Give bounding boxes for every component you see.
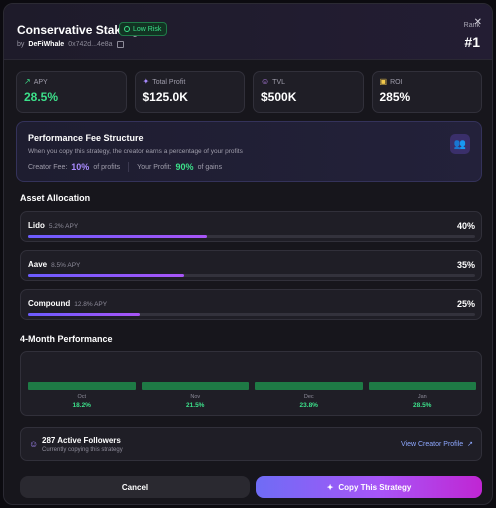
asset-percent: 40% — [456, 221, 475, 231]
rank-value: #1 — [464, 34, 480, 50]
asset-name-text: Compound — [28, 299, 71, 308]
asset-row-lido: Lido 5.2% APY 40% — [20, 211, 482, 242]
by-label: by — [17, 41, 25, 48]
asset-row-aave: Aave 8.5% APY 35% — [20, 250, 482, 281]
performance-panel: Oct 18.2% Nov 21.5% Dec 23.8% Jan 28.5% — [20, 351, 482, 416]
asset-name: Aave 8.5% APY — [28, 260, 80, 269]
your-profit-label: Your Profit: — [137, 163, 172, 171]
fee-structure-panel: Performance Fee Structure When you copy … — [16, 121, 482, 182]
allocation-bar-track — [28, 235, 475, 238]
strategy-modal: Conservative Staking Low Risk by DeFiWha… — [3, 3, 493, 505]
asset-row-compound: Compound 12.8% APY 25% — [20, 289, 482, 320]
followers-panel: ☺ 287 Active Followers Currently copying… — [20, 427, 482, 461]
stat-value: $125.0K — [142, 90, 188, 104]
month-bar — [141, 382, 249, 390]
view-creator-profile-label: View Creator Profile — [401, 440, 464, 448]
your-profit-value: 90% — [175, 162, 194, 172]
sparkle-icon: ✦ — [326, 482, 334, 492]
stat-label: Total Profit — [152, 78, 186, 86]
month-value: 28.5% — [413, 402, 432, 409]
your-profit-suffix: of gains — [197, 163, 223, 171]
shield-icon — [124, 26, 130, 32]
month-list: Oct 18.2% Nov 21.5% Dec 23.8% Jan 28.5% — [28, 382, 476, 409]
stat-value: 28.5% — [24, 90, 59, 104]
month-value: 18.2% — [72, 402, 91, 409]
stat-label: APY — [33, 78, 48, 86]
month-value: 21.5% — [186, 402, 205, 409]
view-creator-profile-link[interactable]: View Creator Profile ↗ — [401, 440, 473, 449]
creator-fee-value: 10% — [71, 162, 90, 172]
asset-percent: 25% — [456, 299, 475, 309]
month-column: Nov 21.5% — [141, 382, 249, 409]
risk-badge: Low Risk — [119, 22, 168, 36]
asset-apy: 12.8% APY — [74, 301, 108, 308]
month-bar — [255, 382, 363, 390]
month-label: Oct — [77, 394, 87, 400]
stat-label: TVL — [272, 78, 286, 86]
calendar-icon: ▣ — [379, 77, 388, 86]
followers-count: 287 Active Followers — [42, 436, 121, 445]
fee-description: When you copy this strategy, the creator… — [28, 148, 243, 155]
cancel-button[interactable]: Cancel — [20, 476, 250, 498]
stats-row: ↗ APY 28.5% ✦ Total Profit $125.0K ☺ TVL $5… — [16, 71, 482, 113]
cancel-button-label: Cancel — [121, 482, 149, 492]
performance-title: 4-Month Performance — [20, 334, 113, 344]
users-icon: 👥 — [450, 134, 470, 154]
fee-row: Creator Fee: 10% of profits Your Profit:… — [28, 162, 222, 172]
month-column: Jan 28.5% — [368, 382, 476, 409]
creator-fee-label: Creator Fee: — [28, 163, 68, 171]
rank-label: Rank — [463, 22, 480, 29]
stat-card-roi: ▣ ROI 285% — [371, 71, 482, 113]
month-label: Jan — [417, 394, 427, 400]
asset-percent: 35% — [456, 260, 475, 270]
risk-badge-label: Low Risk — [133, 25, 162, 33]
month-bar — [28, 382, 136, 390]
month-bar — [368, 382, 476, 390]
author-address: 0x742d...4e8a — [68, 41, 113, 48]
allocation-bar-track — [28, 274, 475, 277]
modal-header: Conservative Staking Low Risk by DeFiWha… — [4, 4, 492, 60]
month-column: Oct 18.2% — [28, 382, 136, 409]
external-link-icon: ↗ — [467, 441, 473, 448]
allocation-bar-fill — [28, 313, 140, 316]
fee-title: Performance Fee Structure — [28, 133, 144, 143]
allocation-bar-fill — [28, 274, 185, 277]
stat-card-total-profit: ✦ Total Profit $125.0K — [134, 71, 245, 113]
asset-name-text: Aave — [28, 260, 48, 269]
allocation-bar-track — [28, 313, 475, 316]
author-line: by DeFiWhale 0x742d...4e8a — [17, 41, 124, 48]
month-label: Nov — [190, 394, 201, 400]
asset-name: Compound 12.8% APY — [28, 299, 107, 308]
stat-card-tvl: ☺ TVL $500K — [253, 71, 364, 113]
stat-card-apy: ↗ APY 28.5% — [16, 71, 127, 113]
stat-label: ROI — [390, 78, 403, 86]
sparkle-icon: ✦ — [142, 77, 150, 86]
divider — [128, 162, 130, 172]
allocation-bar-fill — [28, 235, 207, 238]
asset-name: Lido 5.2% APY — [28, 221, 78, 230]
month-label: Dec — [303, 394, 314, 400]
asset-apy: 5.2% APY — [48, 223, 79, 230]
close-icon[interactable]: ✕ — [473, 17, 482, 28]
allocation-title: Asset Allocation — [20, 193, 91, 203]
users-icon: ☺ — [29, 439, 39, 449]
stat-value: 285% — [379, 90, 411, 104]
month-value: 23.8% — [299, 402, 318, 409]
followers-subtitle: Currently copying this strategy — [42, 447, 123, 453]
author-name[interactable]: DeFiWhale — [28, 41, 65, 48]
copy-strategy-label: Copy This Strategy — [338, 482, 412, 492]
month-column: Dec 23.8% — [255, 382, 363, 409]
copy-strategy-button[interactable]: ✦ Copy This Strategy — [256, 476, 482, 498]
stat-value: $500K — [261, 90, 297, 104]
asset-apy: 8.5% APY — [51, 262, 81, 269]
users-icon: ☺ — [261, 77, 270, 86]
asset-name-text: Lido — [28, 221, 45, 230]
copy-icon[interactable] — [116, 41, 124, 48]
creator-fee-suffix: of profits — [93, 163, 121, 171]
trend-up-icon: ↗ — [24, 77, 31, 86]
strategy-title: Conservative Staking — [17, 23, 140, 37]
